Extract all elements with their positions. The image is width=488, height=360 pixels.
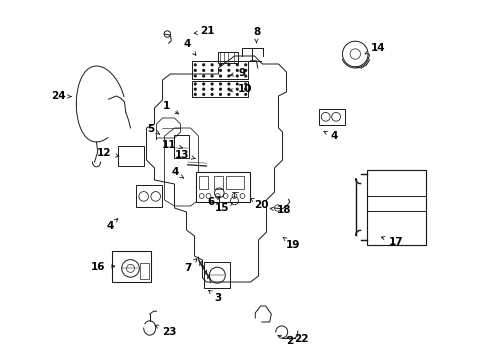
Text: 7: 7 bbox=[183, 258, 197, 273]
Bar bbox=[118, 146, 144, 166]
Bar bbox=[366, 170, 425, 245]
Text: 5: 5 bbox=[147, 124, 160, 134]
Circle shape bbox=[235, 87, 239, 91]
Circle shape bbox=[244, 87, 247, 91]
Text: 18: 18 bbox=[270, 205, 290, 215]
Circle shape bbox=[202, 82, 205, 86]
Circle shape bbox=[227, 75, 230, 78]
Text: 8: 8 bbox=[252, 27, 260, 43]
Text: 6: 6 bbox=[207, 197, 220, 207]
Text: 20: 20 bbox=[250, 198, 268, 210]
Circle shape bbox=[244, 69, 247, 72]
Circle shape bbox=[210, 93, 213, 96]
Circle shape bbox=[235, 93, 239, 96]
Text: 4: 4 bbox=[323, 131, 337, 141]
Circle shape bbox=[244, 93, 247, 96]
Circle shape bbox=[227, 87, 230, 91]
Circle shape bbox=[193, 75, 197, 78]
Circle shape bbox=[219, 69, 222, 72]
Bar bbox=[173, 135, 188, 158]
Circle shape bbox=[244, 75, 247, 78]
Text: 21: 21 bbox=[194, 26, 215, 36]
Circle shape bbox=[210, 63, 213, 66]
Bar bbox=[225, 176, 243, 189]
Circle shape bbox=[193, 63, 197, 66]
Text: 16: 16 bbox=[91, 262, 115, 272]
Text: 3: 3 bbox=[208, 290, 221, 303]
Circle shape bbox=[219, 82, 222, 86]
Circle shape bbox=[219, 87, 222, 91]
Circle shape bbox=[235, 69, 239, 72]
Circle shape bbox=[235, 75, 239, 78]
Text: 17: 17 bbox=[381, 237, 402, 247]
Bar bbox=[214, 176, 223, 189]
Text: 11: 11 bbox=[162, 140, 182, 150]
Text: 24: 24 bbox=[51, 91, 71, 101]
Text: 4: 4 bbox=[183, 39, 196, 55]
Text: 10: 10 bbox=[229, 84, 252, 94]
Text: 23: 23 bbox=[155, 325, 176, 337]
Circle shape bbox=[227, 82, 230, 86]
Text: 1: 1 bbox=[163, 101, 178, 114]
Text: 19: 19 bbox=[282, 237, 300, 250]
Circle shape bbox=[193, 87, 197, 91]
Circle shape bbox=[202, 69, 205, 72]
Circle shape bbox=[193, 82, 197, 86]
Bar bbox=[192, 81, 248, 97]
Circle shape bbox=[210, 75, 213, 78]
Circle shape bbox=[235, 63, 239, 66]
Circle shape bbox=[235, 82, 239, 86]
Bar bbox=[111, 251, 151, 282]
Circle shape bbox=[219, 63, 222, 66]
Bar bbox=[318, 109, 344, 125]
Circle shape bbox=[210, 87, 213, 91]
Text: 13: 13 bbox=[175, 150, 195, 160]
Text: 15: 15 bbox=[215, 202, 232, 213]
Circle shape bbox=[210, 82, 213, 86]
Circle shape bbox=[202, 87, 205, 91]
Text: 14: 14 bbox=[365, 43, 385, 54]
Circle shape bbox=[202, 93, 205, 96]
Text: 2: 2 bbox=[277, 335, 293, 346]
Circle shape bbox=[227, 69, 230, 72]
Bar bbox=[136, 185, 162, 207]
Bar bbox=[204, 262, 230, 288]
Circle shape bbox=[244, 82, 247, 86]
Text: 12: 12 bbox=[97, 148, 119, 158]
Circle shape bbox=[219, 93, 222, 96]
Text: 9: 9 bbox=[230, 68, 245, 78]
Bar bbox=[217, 52, 237, 63]
Circle shape bbox=[193, 93, 197, 96]
Circle shape bbox=[210, 69, 213, 72]
Bar bbox=[195, 172, 249, 202]
Circle shape bbox=[193, 69, 197, 72]
Text: 4: 4 bbox=[106, 219, 118, 231]
Bar bbox=[199, 176, 208, 189]
Circle shape bbox=[202, 63, 205, 66]
Text: 22: 22 bbox=[286, 334, 307, 344]
Circle shape bbox=[202, 75, 205, 78]
Circle shape bbox=[244, 63, 247, 66]
Bar bbox=[192, 61, 248, 79]
Circle shape bbox=[227, 63, 230, 66]
Circle shape bbox=[227, 93, 230, 96]
Text: 4: 4 bbox=[171, 167, 183, 178]
Bar bbox=[140, 263, 149, 279]
Circle shape bbox=[219, 75, 222, 78]
